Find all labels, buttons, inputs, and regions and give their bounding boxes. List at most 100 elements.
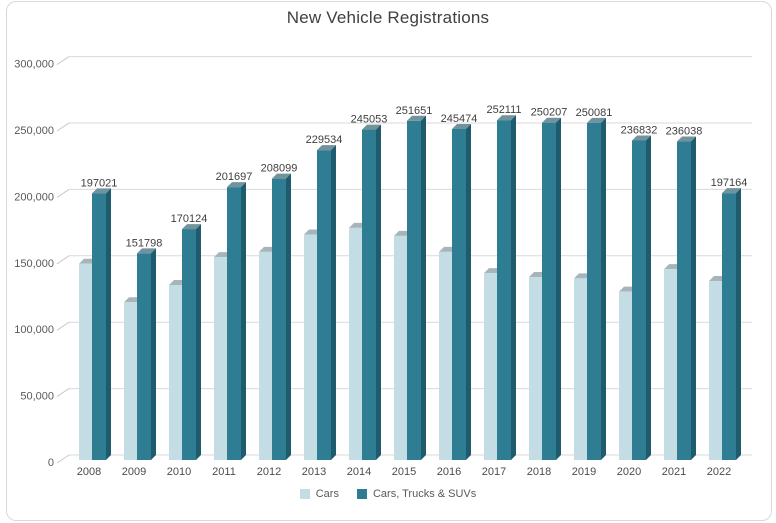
- bar-top-face: [92, 188, 111, 194]
- y-tick-label: 100,000: [14, 324, 54, 336]
- bar-front-face: [169, 285, 182, 460]
- bar-side-face: [736, 188, 741, 461]
- legend-label: Cars: [315, 488, 339, 500]
- data-label: 251651: [396, 105, 433, 117]
- x-tick-label: 2017: [482, 466, 506, 478]
- x-tick-label: 2015: [392, 466, 416, 478]
- y-axis-tick: [56, 388, 70, 398]
- bar-side-face: [601, 117, 606, 461]
- bar-trucks-suvs-2010: [182, 224, 201, 460]
- legend-label: Cars, Trucks & SUVs: [372, 488, 477, 500]
- data-label: 201697: [216, 171, 253, 183]
- bar-top-face: [227, 182, 246, 188]
- legend-swatch-icon: [299, 489, 310, 499]
- y-tick-label: 250,000: [14, 125, 54, 137]
- x-tick-label: 2020: [617, 466, 641, 478]
- bar-side-face: [466, 124, 471, 460]
- data-label: 252111: [486, 104, 521, 116]
- x-tick-label: 2022: [707, 466, 731, 478]
- bar-trucks-suvs-2012: [272, 173, 291, 460]
- bar-top-face: [677, 136, 696, 142]
- bar-top-face: [632, 135, 651, 141]
- legend-item-cars-trucks-suvs: Cars, Trucks & SUVs: [356, 488, 477, 500]
- x-tick-label: 2011: [212, 466, 236, 478]
- bar-trucks-suvs-2011: [227, 182, 246, 461]
- bar-front-face: [304, 234, 317, 460]
- bar-side-face: [691, 136, 696, 460]
- bar-front-face: [214, 257, 227, 460]
- data-label: 245474: [441, 113, 478, 125]
- y-tick-label: 150,000: [14, 258, 54, 270]
- bar-trucks-suvs-2008: [92, 188, 111, 460]
- chart-title: New Vehicle Registrations: [286, 8, 490, 27]
- bar-front-face: [722, 193, 736, 461]
- legend-item-cars: Cars: [299, 488, 339, 500]
- bar-front-face: [619, 291, 632, 460]
- bar-front-face: [317, 150, 331, 461]
- bar-side-face: [286, 173, 291, 460]
- bar-trucks-suvs-2009: [137, 248, 156, 460]
- bar-trucks-suvs-2021: [677, 136, 696, 460]
- bar-front-face: [677, 141, 691, 460]
- x-tick-label: 2009: [122, 466, 146, 478]
- bar-trucks-suvs-2019: [587, 117, 606, 461]
- bar-side-face: [421, 115, 426, 461]
- bar-front-face: [79, 263, 92, 460]
- bar-top-face: [452, 124, 471, 130]
- x-tick-label: 2018: [527, 466, 551, 478]
- bar-top-face: [182, 224, 201, 230]
- x-tick-label: 2013: [302, 466, 326, 478]
- bar-side-face: [511, 115, 516, 460]
- y-axis-tick: [56, 188, 70, 198]
- data-label: 250207: [531, 107, 568, 119]
- data-label: 170124: [171, 213, 208, 225]
- bar-front-face: [484, 273, 497, 460]
- bar-front-face: [407, 120, 421, 461]
- bar-trucks-suvs-2016: [452, 124, 471, 460]
- bar-side-face: [646, 135, 651, 460]
- x-tick-label: 2008: [77, 466, 101, 478]
- bar-front-face: [529, 277, 542, 460]
- y-axis-tick: [56, 321, 70, 331]
- bar-side-face: [331, 145, 336, 461]
- bar-side-face: [151, 248, 156, 460]
- bar-front-face: [709, 281, 722, 460]
- bar-side-face: [196, 224, 201, 460]
- data-label: 229534: [306, 134, 343, 146]
- bar-front-face: [182, 229, 196, 460]
- bar-trucks-suvs-2013: [317, 145, 336, 461]
- bar-front-face: [542, 122, 556, 461]
- y-axis-tick: [56, 122, 70, 132]
- x-tick-label: 2021: [662, 466, 686, 478]
- bar-trucks-suvs-2022: [722, 188, 741, 461]
- bar-trucks-suvs-2020: [632, 135, 651, 460]
- bar-front-face: [394, 235, 407, 460]
- bar-side-face: [376, 124, 381, 461]
- bar-top-face: [407, 115, 426, 121]
- x-tick-label: 2016: [437, 466, 461, 478]
- data-label: 197021: [81, 177, 118, 189]
- data-label: 245053: [351, 114, 388, 126]
- bar-top-face: [362, 124, 381, 130]
- bar-top-face: [497, 115, 516, 121]
- bar-top-face: [317, 145, 336, 151]
- data-label: 236832: [621, 124, 658, 136]
- x-tick-label: 2010: [167, 466, 191, 478]
- bar-side-face: [556, 117, 561, 461]
- y-tick-label: 0: [48, 457, 54, 469]
- legend-swatch-icon: [356, 489, 367, 499]
- bar-front-face: [452, 129, 466, 460]
- bar-trucks-suvs-2017: [497, 115, 516, 460]
- legend: Cars Cars, Trucks & SUVs: [0, 488, 776, 500]
- data-label: 236038: [666, 126, 703, 138]
- bar-front-face: [272, 178, 286, 460]
- bar-front-face: [664, 269, 677, 460]
- y-axis-tick: [56, 56, 70, 66]
- x-tick-label: 2012: [257, 466, 281, 478]
- data-label: 250081: [576, 107, 613, 119]
- y-axis-tick: [56, 454, 70, 464]
- x-tick-label: 2019: [572, 466, 596, 478]
- bar-trucks-suvs-2014: [362, 124, 381, 461]
- bar-front-face: [137, 253, 151, 460]
